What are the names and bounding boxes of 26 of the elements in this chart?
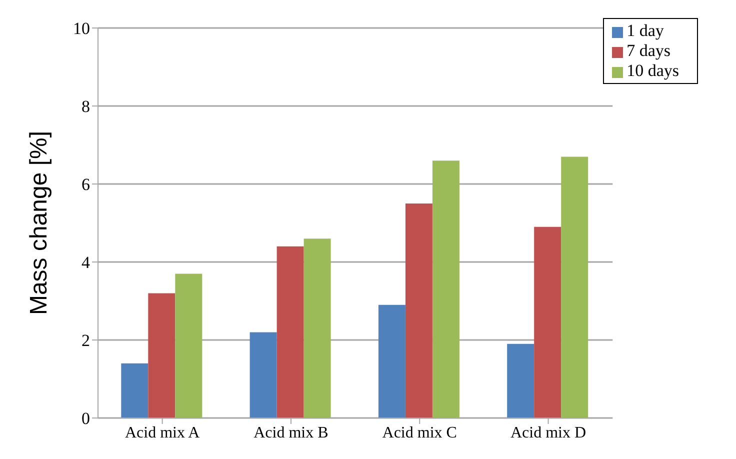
y-tick-label: 6 bbox=[82, 175, 90, 194]
y-tick-label: 10 bbox=[73, 19, 90, 38]
y-tick-label: 8 bbox=[82, 97, 90, 116]
bar bbox=[405, 204, 432, 418]
bar bbox=[432, 160, 460, 418]
legend-label: 10 days bbox=[626, 61, 679, 80]
legend-label: 1 day bbox=[626, 21, 664, 40]
bar bbox=[121, 363, 148, 418]
bar bbox=[561, 156, 588, 418]
x-tick-label: Acid mix D bbox=[510, 424, 586, 442]
bar bbox=[507, 344, 534, 418]
x-tick-label: Acid mix C bbox=[382, 424, 457, 442]
bar bbox=[250, 332, 277, 418]
x-tick-label: Acid mix A bbox=[124, 424, 200, 442]
bar bbox=[276, 246, 304, 418]
legend-label: 7 days bbox=[626, 41, 670, 60]
bar bbox=[378, 304, 406, 418]
y-tick-label: 4 bbox=[82, 253, 90, 272]
bar bbox=[534, 226, 562, 418]
bar bbox=[175, 274, 202, 418]
y-tick-label: 2 bbox=[82, 331, 90, 350]
x-tick-label: Acid mix B bbox=[254, 424, 328, 442]
y-tick-label: 0 bbox=[82, 409, 90, 428]
bar bbox=[304, 238, 331, 418]
bar bbox=[148, 293, 176, 418]
y-axis-title: Mass change [%] bbox=[26, 130, 53, 316]
